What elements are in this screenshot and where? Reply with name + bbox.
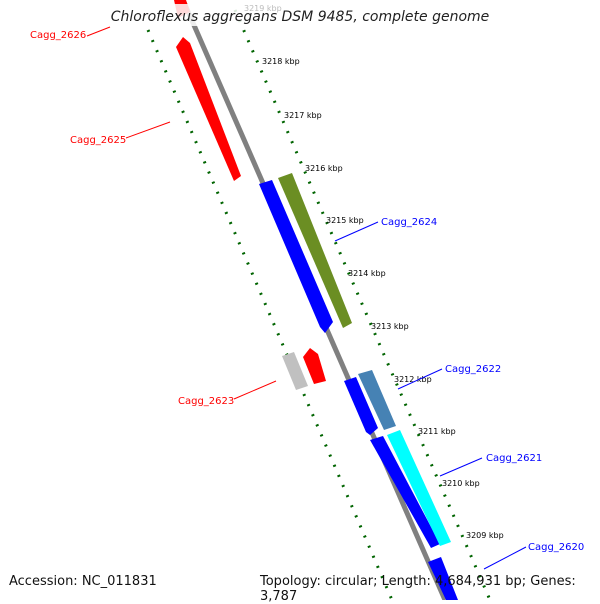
gene-olive[interactable]: [278, 173, 352, 328]
gene-label-cagg-2621[interactable]: Cagg_2621: [486, 453, 542, 464]
leader-line: [483, 546, 527, 570]
leader-line: [439, 457, 483, 477]
gene-cagg-2622[interactable]: [344, 377, 378, 435]
tick-label: 3211 kbp: [418, 427, 456, 436]
tick-label: 3209 kbp: [466, 531, 504, 540]
tick-label: 3212 kbp: [394, 375, 432, 384]
accession-text: Accession: NC_011831: [9, 574, 157, 589]
gene-pseudo-grey[interactable]: [282, 352, 308, 390]
tick-label: 3217 kbp: [284, 111, 322, 120]
tick-label: 3219 kbp: [244, 4, 282, 13]
gene-cagg-2623[interactable]: [303, 348, 326, 384]
leader-line: [334, 221, 379, 242]
tick-label: 3210 kbp: [442, 479, 480, 488]
leader-line: [233, 380, 277, 400]
tick-label: 3216 kbp: [305, 164, 343, 173]
gene-label-cagg-2620[interactable]: Cagg_2620: [528, 542, 584, 553]
leader-line: [125, 121, 171, 139]
tick-label: 3218 kbp: [262, 57, 300, 66]
leader-line: [397, 368, 443, 390]
gene-label-cagg-2623[interactable]: Cagg_2623: [178, 396, 234, 407]
gene-steelblue[interactable]: [358, 370, 396, 430]
tick-label: 3214 kbp: [348, 269, 386, 278]
gene-label-cagg-2626[interactable]: Cagg_2626: [30, 30, 86, 41]
gene-label-cagg-2622[interactable]: Cagg_2622: [445, 364, 501, 375]
gene-cagg-2624[interactable]: [259, 180, 333, 333]
tick-label: 3215 kbp: [326, 216, 364, 225]
gc-track-left: [146, 29, 394, 600]
gene-cagg-2625[interactable]: [176, 37, 241, 181]
gene-label-cagg-2624[interactable]: Cagg_2624: [381, 217, 437, 228]
tick-label: 3213 kbp: [371, 322, 409, 331]
gc-track-right: [233, 9, 492, 600]
gene-cagg-2620[interactable]: [428, 557, 458, 600]
leader-line: [86, 26, 111, 37]
gene-label-cagg-2625[interactable]: Cagg_2625: [70, 135, 126, 146]
title-backdrop: [110, 4, 490, 26]
genome-title: Chloroflexus aggregans DSM 9485, complet…: [110, 9, 490, 25]
gene-cagg-2621[interactable]: [370, 436, 440, 548]
gene-cyan[interactable]: [387, 430, 451, 546]
